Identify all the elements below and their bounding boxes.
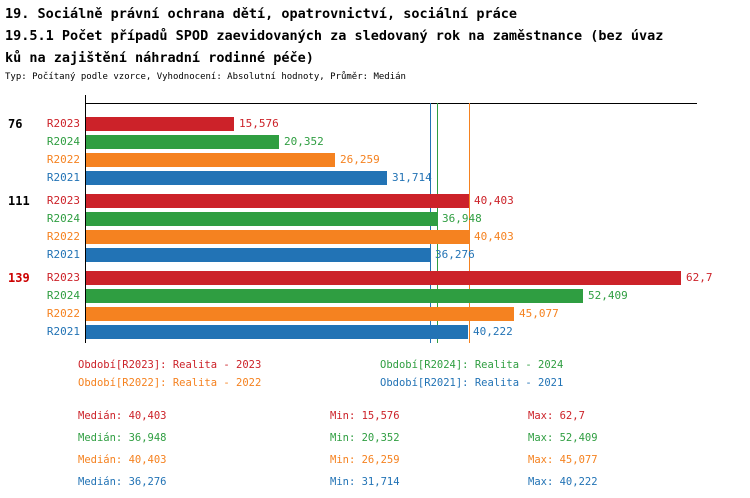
bar-row-label-r2023: R2023 xyxy=(46,194,80,207)
bar-r2024 xyxy=(86,212,437,226)
bar-value-label: 26,259 xyxy=(340,153,380,166)
chart-title-line3: ků na zajištění náhradní rodinné péče) xyxy=(5,50,314,66)
stat-max-r2024: Max: 52,409 xyxy=(528,432,598,444)
stat-min-r2023: Min: 15,576 xyxy=(330,410,400,422)
legend-item-r2022: Období[R2022]: Realita - 2022 xyxy=(78,377,262,389)
bar-value-label: 40,403 xyxy=(474,230,514,243)
bar-value-label: 15,576 xyxy=(239,117,279,130)
bar-value-label: 45,077 xyxy=(519,307,559,320)
bar-row-label-r2023: R2023 xyxy=(46,117,80,130)
stat-median-r2024: Medián: 36,948 xyxy=(78,432,167,444)
bar-row-label-r2024: R2024 xyxy=(46,135,80,148)
y-axis-line xyxy=(85,103,86,343)
stat-max-r2021: Max: 40,222 xyxy=(528,476,598,488)
bar-r2021 xyxy=(86,248,430,262)
stat-median-r2022: Medián: 40,403 xyxy=(78,454,167,466)
bar-row-label-r2024: R2024 xyxy=(46,289,80,302)
legend-item-r2024: Období[R2024]: Realita - 2024 xyxy=(380,359,564,371)
bar-value-label: 40,403 xyxy=(474,194,514,207)
chart-legend: Období[R2023]: Realita - 2023 Období[R20… xyxy=(78,356,563,392)
legend-item-r2021: Období[R2021]: Realita - 2021 xyxy=(380,377,564,389)
bar-row-label-r2021: R2021 xyxy=(46,248,80,261)
bar-r2023 xyxy=(86,194,469,208)
bar-row-label-r2021: R2021 xyxy=(46,325,80,338)
bar-value-label: 31,714 xyxy=(392,171,432,184)
bar-r2021 xyxy=(86,325,468,339)
x-axis-top-line xyxy=(85,103,697,104)
stat-min-r2022: Min: 26,259 xyxy=(330,454,400,466)
stat-median-r2021: Medián: 36,276 xyxy=(78,476,167,488)
bar-value-label: 62,7 xyxy=(686,271,713,284)
bar-r2023 xyxy=(86,271,681,285)
bar-r2022 xyxy=(86,307,514,321)
bar-value-label: 20,352 xyxy=(284,135,324,148)
chart-title-line2: 19.5.1 Počet případů SPOD zaevidovaných … xyxy=(5,28,664,44)
bar-row-label-r2022: R2022 xyxy=(46,153,80,166)
bar-r2022 xyxy=(86,230,469,244)
stat-max-r2022: Max: 45,077 xyxy=(528,454,598,466)
group-label-111: 111 xyxy=(8,194,30,208)
bar-row-label-r2022: R2022 xyxy=(46,230,80,243)
stat-max-r2023: Max: 62,7 xyxy=(528,410,585,422)
median-reference-line-r2024 xyxy=(437,103,438,343)
bar-r2022 xyxy=(86,153,335,167)
bar-r2021 xyxy=(86,171,387,185)
median-reference-line-r2022 xyxy=(469,103,470,343)
bar-row-label-r2023: R2023 xyxy=(46,271,80,284)
stat-median-r2023: Medián: 40,403 xyxy=(78,410,167,422)
bar-r2024 xyxy=(86,289,583,303)
chart-title-line1: 19. Sociálně právní ochrana dětí, opatro… xyxy=(5,6,518,22)
legend-item-r2023: Období[R2023]: Realita - 2023 xyxy=(78,359,262,371)
bar-row-label-r2021: R2021 xyxy=(46,171,80,184)
group-label-76: 76 xyxy=(8,117,23,131)
stat-min-r2021: Min: 31,714 xyxy=(330,476,400,488)
bar-row-label-r2024: R2024 xyxy=(46,212,80,225)
stats-table: Medián: 40,403 Min: 15,576 Max: 62,7 Med… xyxy=(78,405,598,493)
bar-value-label: 40,222 xyxy=(473,325,513,338)
bar-value-label: 36,276 xyxy=(435,248,475,261)
chart-subtitle: Typ: Počítaný podle vzorce, Vyhodnocení:… xyxy=(5,72,406,82)
group-label-139: 139 xyxy=(8,271,30,285)
x-axis-origin-tick xyxy=(85,95,86,103)
bar-value-label: 36,948 xyxy=(442,212,482,225)
bar-row-label-r2022: R2022 xyxy=(46,307,80,320)
stat-min-r2024: Min: 20,352 xyxy=(330,432,400,444)
bar-value-label: 52,409 xyxy=(588,289,628,302)
chart-header: 19. Sociálně právní ochrana dětí, opatro… xyxy=(5,3,749,85)
bar-r2024 xyxy=(86,135,279,149)
bar-r2023 xyxy=(86,117,234,131)
